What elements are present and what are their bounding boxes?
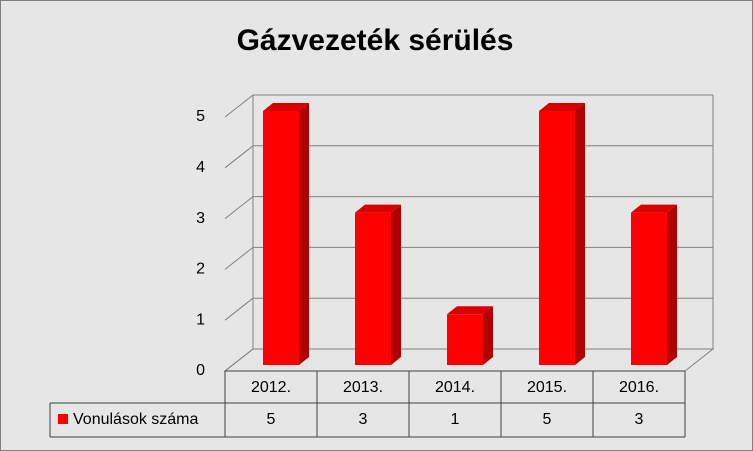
grid-line xyxy=(224,297,254,321)
table-value: 5 xyxy=(267,411,276,428)
legend-label: Vonulások száma xyxy=(73,411,199,428)
table-value: 1 xyxy=(451,411,460,428)
y-tick-label: 0 xyxy=(196,362,205,379)
bar xyxy=(263,103,309,365)
y-tick-label: 3 xyxy=(196,210,205,227)
bar-front xyxy=(263,111,299,365)
bar-side xyxy=(575,103,585,365)
table-value: 3 xyxy=(635,411,644,428)
bar-top xyxy=(539,103,585,111)
bar xyxy=(631,204,677,365)
bar-side xyxy=(391,204,401,365)
y-tick-label: 5 xyxy=(196,108,205,125)
bar xyxy=(355,204,401,365)
bar-front xyxy=(447,314,483,365)
bar-side xyxy=(299,103,309,365)
grid-line xyxy=(224,196,254,219)
grid-line xyxy=(224,247,254,270)
bar-front xyxy=(539,111,575,365)
bar-front xyxy=(355,212,391,365)
legend-key xyxy=(58,414,68,424)
grid-line xyxy=(224,145,254,169)
bar-top xyxy=(447,306,493,315)
x-tick-label: 2014. xyxy=(435,379,475,396)
x-tick-label: 2016. xyxy=(619,379,659,396)
y-tick-label: 4 xyxy=(196,159,205,176)
table-value: 5 xyxy=(543,411,552,428)
y-tick-label: 2 xyxy=(196,261,205,278)
x-tick-label: 2015. xyxy=(527,379,567,396)
x-tick-label: 2012. xyxy=(251,379,291,396)
table-value: 3 xyxy=(359,411,368,428)
x-tick-label: 2013. xyxy=(343,379,383,396)
bar-front xyxy=(631,212,667,365)
bar xyxy=(539,103,585,365)
bar xyxy=(447,306,493,365)
bar-side xyxy=(667,204,677,365)
bar-side xyxy=(483,306,493,365)
bar-top xyxy=(263,103,309,111)
bar-top xyxy=(631,204,677,213)
bar-top xyxy=(355,204,401,213)
y-tick-label: 1 xyxy=(196,311,205,328)
grid-line xyxy=(224,348,254,372)
grid-line xyxy=(224,94,254,118)
chart-title: Gázvezeték sérülés xyxy=(237,24,514,57)
